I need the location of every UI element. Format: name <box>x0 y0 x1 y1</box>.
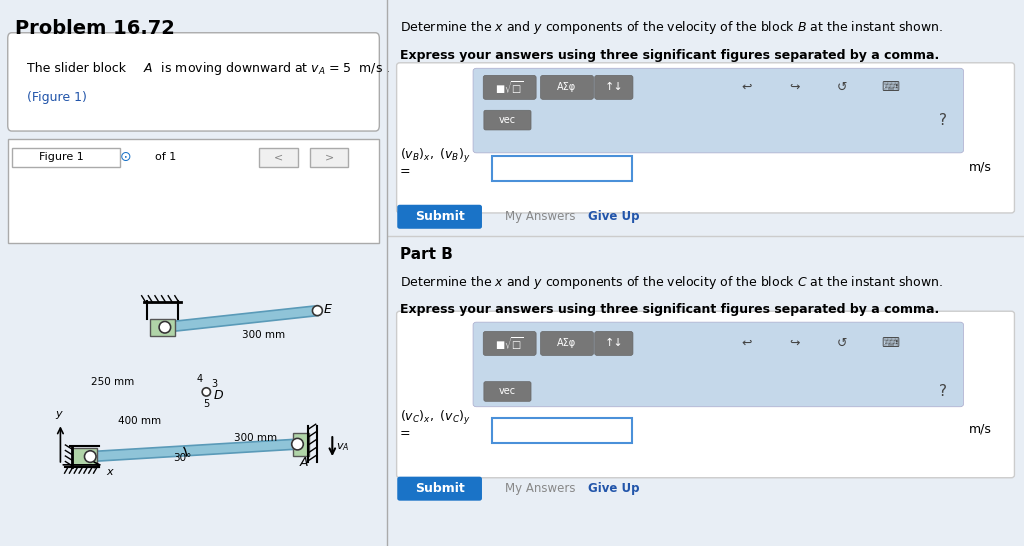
Text: Determine the $x$ and $y$ components of the velocity of the block $C$ at the ins: Determine the $x$ and $y$ components of … <box>399 274 943 291</box>
Text: The slider block: The slider block <box>27 62 130 75</box>
Circle shape <box>292 438 303 450</box>
FancyBboxPatch shape <box>595 75 633 99</box>
FancyBboxPatch shape <box>493 418 632 443</box>
Text: $y$: $y$ <box>54 409 63 421</box>
FancyBboxPatch shape <box>11 148 120 167</box>
Text: m/s: m/s <box>970 160 992 173</box>
Text: ↑↓: ↑↓ <box>604 82 624 92</box>
FancyBboxPatch shape <box>484 382 531 401</box>
Text: Determine the $x$ and $y$ components of the velocity of the block $B$ at the ins: Determine the $x$ and $y$ components of … <box>399 19 943 36</box>
Text: Give Up: Give Up <box>588 210 639 223</box>
Text: 300 mm: 300 mm <box>234 433 278 443</box>
Circle shape <box>84 451 96 462</box>
FancyBboxPatch shape <box>397 477 482 501</box>
FancyBboxPatch shape <box>8 139 379 243</box>
Text: ■$\sqrt{□}$: ■$\sqrt{□}$ <box>496 79 524 96</box>
Text: Submit: Submit <box>415 210 465 223</box>
FancyBboxPatch shape <box>473 68 964 153</box>
Circle shape <box>159 322 171 333</box>
Text: Figure 1: Figure 1 <box>39 152 84 162</box>
Text: ↑↓: ↑↓ <box>604 339 624 348</box>
Text: (Figure 1): (Figure 1) <box>27 91 87 104</box>
Text: ΑΣφ: ΑΣφ <box>557 82 577 92</box>
Text: 4: 4 <box>197 373 203 384</box>
Text: ↩: ↩ <box>741 337 753 350</box>
Text: ■$\sqrt{□}$: ■$\sqrt{□}$ <box>496 335 524 352</box>
Text: ⌨: ⌨ <box>882 337 899 350</box>
FancyBboxPatch shape <box>493 156 632 181</box>
Text: My Answers: My Answers <box>505 210 575 223</box>
Text: Submit: Submit <box>415 482 465 495</box>
FancyBboxPatch shape <box>259 148 298 167</box>
FancyBboxPatch shape <box>483 75 537 99</box>
Text: >: > <box>325 152 334 162</box>
Text: $(v_C)_x,\ (v_C)_y$: $(v_C)_x,\ (v_C)_y$ <box>399 409 471 426</box>
Polygon shape <box>90 439 298 461</box>
FancyBboxPatch shape <box>483 331 537 355</box>
Text: $A$: $A$ <box>299 456 309 469</box>
Text: Part B: Part B <box>399 247 453 262</box>
Text: Give Up: Give Up <box>588 482 639 495</box>
FancyBboxPatch shape <box>541 331 594 355</box>
Text: vec: vec <box>499 115 516 125</box>
Text: $E$: $E$ <box>324 302 333 316</box>
Text: ΑΣφ: ΑΣφ <box>557 339 577 348</box>
Text: of 1: of 1 <box>155 152 176 162</box>
Text: vec: vec <box>499 387 516 396</box>
FancyBboxPatch shape <box>396 311 1015 478</box>
Text: ↪: ↪ <box>790 81 800 94</box>
FancyBboxPatch shape <box>8 33 379 131</box>
Text: 3: 3 <box>211 379 217 389</box>
Text: My Answers: My Answers <box>505 482 575 495</box>
FancyBboxPatch shape <box>473 322 964 407</box>
Text: 300 mm: 300 mm <box>242 330 285 340</box>
Text: m/s: m/s <box>970 422 992 435</box>
Text: 250 mm: 250 mm <box>91 377 134 387</box>
Text: ↺: ↺ <box>838 81 848 94</box>
Circle shape <box>312 306 323 316</box>
Text: 5: 5 <box>203 399 209 408</box>
Text: <: < <box>274 152 284 162</box>
Text: ?: ? <box>939 384 947 399</box>
Polygon shape <box>164 306 317 332</box>
FancyBboxPatch shape <box>396 63 1015 213</box>
Text: is moving downward at $v_A$ = 5  m/s .: is moving downward at $v_A$ = 5 m/s . <box>157 60 390 77</box>
Text: $D$: $D$ <box>213 389 224 402</box>
FancyBboxPatch shape <box>397 205 482 229</box>
Text: ?: ? <box>939 112 947 128</box>
FancyBboxPatch shape <box>309 148 348 167</box>
Text: $(v_B)_x,\ (v_B)_y$: $(v_B)_x,\ (v_B)_y$ <box>399 147 470 164</box>
Text: $v_A$: $v_A$ <box>337 442 350 453</box>
Text: $x$: $x$ <box>106 467 115 477</box>
FancyBboxPatch shape <box>595 331 633 355</box>
Text: ⌨: ⌨ <box>882 81 899 94</box>
Bar <box>72 448 97 465</box>
Text: $\mathit{A}$: $\mathit{A}$ <box>143 62 154 75</box>
Bar <box>293 432 309 456</box>
Circle shape <box>202 388 211 396</box>
Text: 400 mm: 400 mm <box>119 416 162 426</box>
FancyBboxPatch shape <box>541 75 594 99</box>
Text: =: = <box>399 427 411 440</box>
FancyBboxPatch shape <box>484 110 531 130</box>
Text: $B$: $B$ <box>154 319 163 332</box>
Text: Express your answers using three significant figures separated by a comma.: Express your answers using three signifi… <box>399 303 939 316</box>
Text: Problem 16.72: Problem 16.72 <box>15 19 175 38</box>
Text: $C$: $C$ <box>74 448 84 461</box>
Bar <box>150 319 175 336</box>
Text: ⊙: ⊙ <box>120 150 132 164</box>
Text: Express your answers using three significant figures separated by a comma.: Express your answers using three signifi… <box>399 49 939 62</box>
Text: 30°: 30° <box>173 453 191 463</box>
Text: =: = <box>399 165 411 178</box>
Text: ↪: ↪ <box>790 337 800 350</box>
Text: ↺: ↺ <box>838 337 848 350</box>
Text: ↩: ↩ <box>741 81 753 94</box>
